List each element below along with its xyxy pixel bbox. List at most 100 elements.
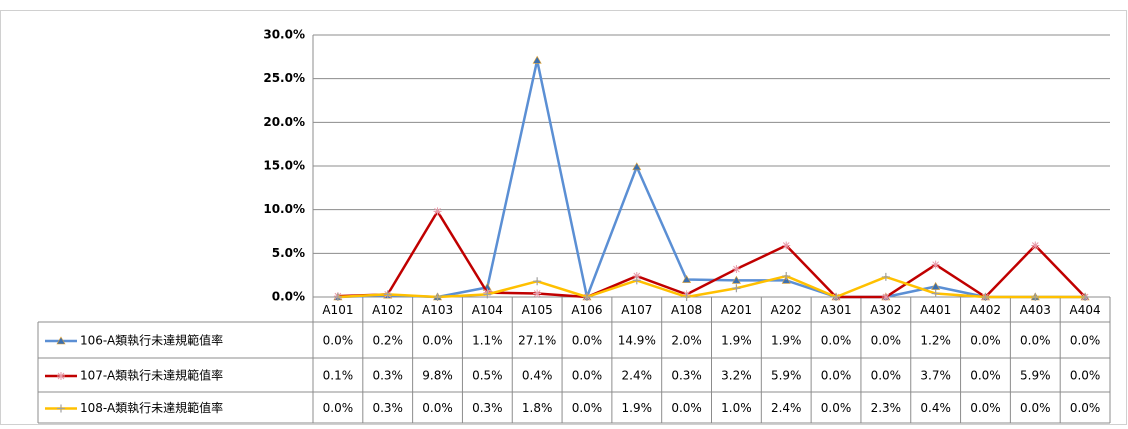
x-tick-label: A301 — [820, 303, 851, 317]
table-value: 3.2% — [721, 369, 752, 383]
table-value: 0.5% — [472, 369, 503, 383]
table-value: 0.2% — [372, 334, 403, 348]
series-line — [337, 274, 1086, 299]
table-value: 0.0% — [323, 401, 354, 415]
chart-frame — [0, 10, 1127, 425]
table-value: 9.8% — [422, 369, 453, 383]
table-value: 0.0% — [1020, 401, 1051, 415]
x-tick-label: A105 — [522, 303, 553, 317]
table-value: 2.4% — [622, 369, 653, 383]
table-value: 0.0% — [871, 369, 902, 383]
y-tick-label: 30.0% — [263, 28, 305, 42]
marker — [533, 289, 542, 298]
table-value: 0.3% — [472, 401, 503, 415]
table-value: 1.9% — [721, 334, 752, 348]
table-value: 1.1% — [472, 334, 503, 348]
series-line — [337, 59, 1086, 299]
table-value: 0.0% — [871, 334, 902, 348]
table-value: 0.0% — [1070, 334, 1101, 348]
marker — [682, 274, 692, 283]
table-value: 2.3% — [871, 401, 902, 415]
marker — [1081, 293, 1090, 301]
table-value: 0.1% — [323, 369, 354, 383]
legend-label: 108-A類執行未達規範值率 — [80, 400, 223, 415]
x-tick-label: A201 — [721, 303, 752, 317]
marker — [433, 207, 442, 216]
marker — [433, 293, 442, 301]
table-value: 0.0% — [1070, 369, 1101, 383]
marker — [881, 293, 890, 301]
marker — [732, 284, 741, 293]
table-value: 0.3% — [372, 369, 403, 383]
table-value: 0.0% — [572, 401, 603, 415]
x-tick-label: A402 — [970, 303, 1001, 317]
marker — [483, 290, 492, 299]
x-tick-label: A404 — [1070, 303, 1101, 317]
marker — [731, 275, 741, 284]
table-value: 0.0% — [821, 369, 852, 383]
table-value: 1.9% — [622, 401, 653, 415]
y-tick-label: 5.0% — [272, 246, 305, 260]
x-tick-label: A107 — [621, 303, 652, 317]
x-tick-label: A103 — [422, 303, 453, 317]
table-value: 2.0% — [671, 334, 702, 348]
legend-marker — [57, 372, 65, 380]
table-value: 2.4% — [771, 401, 802, 415]
x-tick-label: A101 — [322, 303, 353, 317]
marker — [782, 241, 791, 250]
marker — [682, 293, 691, 301]
x-tick-label: A403 — [1020, 303, 1051, 317]
table-value: 1.8% — [522, 401, 553, 415]
marker — [582, 293, 591, 301]
table-value: 0.0% — [572, 369, 603, 383]
marker — [1031, 293, 1040, 301]
table-value: 0.4% — [920, 401, 951, 415]
y-tick-label: 25.0% — [263, 71, 305, 85]
marker — [533, 277, 542, 286]
marker — [981, 293, 990, 301]
table-value: 0.0% — [422, 401, 453, 415]
x-tick-label: A102 — [372, 303, 403, 317]
table-value: 0.0% — [821, 401, 852, 415]
table-value: 0.3% — [671, 369, 702, 383]
table-value: 1.9% — [771, 334, 802, 348]
x-tick-label: A104 — [472, 303, 503, 317]
table-value: 0.0% — [422, 334, 453, 348]
marker — [383, 290, 392, 299]
y-tick-label: 15.0% — [263, 159, 305, 173]
marker — [881, 272, 890, 281]
table-value: 0.0% — [821, 334, 852, 348]
marker — [732, 265, 741, 274]
x-tick-label: A108 — [671, 303, 702, 317]
marker — [931, 260, 940, 269]
y-tick-label: 20.0% — [263, 115, 305, 129]
table-value: 0.0% — [970, 401, 1001, 415]
table-value: 27.1% — [518, 334, 556, 348]
marker — [532, 55, 542, 64]
table-value: 1.0% — [721, 401, 752, 415]
table-value: 1.2% — [920, 334, 951, 348]
x-tick-label: A202 — [771, 303, 802, 317]
marker — [632, 162, 642, 171]
legend-marker — [56, 336, 66, 345]
x-tick-label: A401 — [920, 303, 951, 317]
table-value: 5.9% — [1020, 369, 1051, 383]
table-value: 0.0% — [323, 334, 354, 348]
y-tick-label: 0.0% — [272, 290, 305, 304]
legend-label: 106-A類執行未達規範值率 — [80, 333, 223, 348]
y-tick-label: 10.0% — [263, 202, 305, 216]
table-value: 0.0% — [970, 334, 1001, 348]
table-value: 0.0% — [671, 401, 702, 415]
marker — [632, 272, 641, 281]
legend-marker — [57, 404, 65, 413]
marker — [782, 272, 791, 281]
table-value: 3.7% — [920, 369, 951, 383]
legend-label: 107-A類執行未達規範值率 — [80, 368, 223, 383]
table-value: 0.0% — [1020, 334, 1051, 348]
x-tick-label: A302 — [870, 303, 901, 317]
table-value: 5.9% — [771, 369, 802, 383]
series-line — [337, 210, 1086, 299]
marker — [632, 276, 641, 285]
marker — [832, 293, 841, 301]
table-value: 0.0% — [572, 334, 603, 348]
